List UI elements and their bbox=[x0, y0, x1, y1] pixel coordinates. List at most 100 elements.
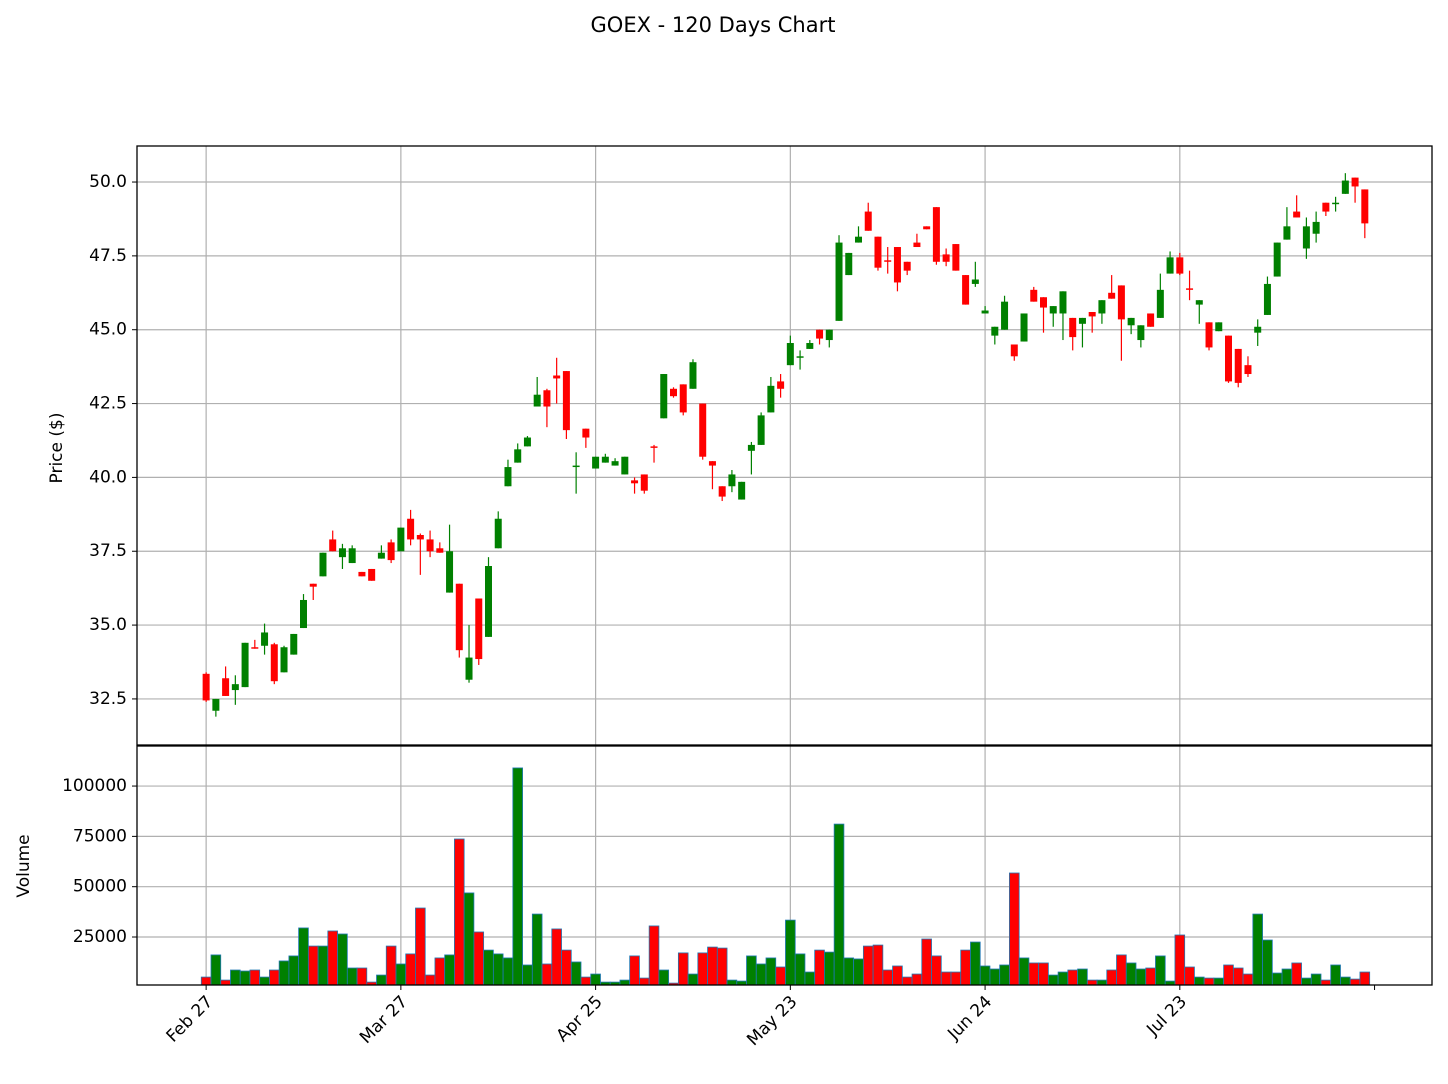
candle-body bbox=[1186, 288, 1194, 290]
candle-body bbox=[631, 480, 639, 484]
candle-body bbox=[757, 415, 765, 445]
volume-bar bbox=[697, 952, 708, 986]
candle-body bbox=[504, 467, 512, 487]
volume-bar bbox=[239, 970, 251, 986]
candle-body bbox=[1312, 221, 1320, 234]
candle-body bbox=[991, 326, 999, 336]
volume-bar bbox=[1340, 976, 1351, 986]
candle-body bbox=[1254, 326, 1262, 333]
volume-bar bbox=[999, 964, 1010, 986]
candle-body bbox=[1127, 317, 1135, 326]
candle-body bbox=[543, 390, 551, 407]
volume-bar bbox=[278, 960, 290, 986]
candle-body bbox=[679, 384, 687, 413]
volume-bar bbox=[230, 969, 241, 986]
volume-bar bbox=[979, 965, 991, 986]
volume-bar bbox=[1223, 964, 1234, 986]
volume-bar bbox=[1330, 964, 1341, 986]
candle-body bbox=[309, 583, 317, 587]
candle-body bbox=[689, 362, 697, 389]
volume-bar bbox=[492, 953, 504, 986]
volume-bar bbox=[1194, 976, 1205, 986]
candle-body bbox=[1293, 211, 1301, 218]
candle-body bbox=[767, 385, 775, 413]
candle-body bbox=[368, 568, 376, 581]
y-tick-label: 37.5 bbox=[89, 541, 127, 561]
volume-bar bbox=[1106, 969, 1117, 986]
price-frame bbox=[136, 145, 1433, 746]
volume-bar bbox=[775, 966, 786, 986]
volume-bar bbox=[1125, 962, 1137, 986]
volume-bar bbox=[1018, 957, 1030, 986]
candle-body bbox=[874, 236, 882, 268]
volume-bar bbox=[512, 767, 523, 986]
volume-bar bbox=[463, 892, 475, 986]
volume-bar bbox=[580, 976, 592, 986]
candle-body bbox=[1137, 325, 1145, 341]
candle-body bbox=[1059, 291, 1067, 314]
candle-body bbox=[738, 481, 746, 500]
candle-body bbox=[1117, 285, 1125, 320]
volume-bar bbox=[1359, 971, 1371, 986]
candle-body bbox=[387, 542, 395, 561]
volume-bar bbox=[765, 957, 777, 986]
x-tick-label: Apr 25 bbox=[553, 992, 607, 1046]
candle-body bbox=[1341, 180, 1349, 194]
candle-body bbox=[582, 428, 590, 438]
candle-body bbox=[1176, 257, 1184, 274]
candle-body bbox=[222, 678, 230, 696]
candle-body bbox=[601, 456, 609, 463]
volume-bar bbox=[658, 969, 670, 986]
candle-body bbox=[747, 444, 755, 451]
candle-body bbox=[358, 571, 366, 577]
volume-bar bbox=[1203, 977, 1215, 986]
candle-body bbox=[1147, 313, 1155, 327]
candle-body bbox=[1244, 365, 1252, 375]
volume-axis-label: Volume bbox=[14, 834, 34, 897]
candle-body bbox=[699, 403, 707, 457]
candle-body bbox=[1098, 300, 1106, 314]
candle-body bbox=[1049, 306, 1057, 314]
volume-bar bbox=[1184, 966, 1195, 986]
volume-bar bbox=[1349, 978, 1361, 986]
candle-body bbox=[1078, 317, 1086, 324]
candle-body bbox=[397, 527, 405, 552]
volume-bar bbox=[794, 953, 806, 986]
volume-bar bbox=[1155, 955, 1166, 986]
candle-body bbox=[786, 343, 794, 366]
volume-bar bbox=[269, 969, 280, 986]
candle-body bbox=[621, 456, 629, 475]
candle-body bbox=[1215, 322, 1223, 332]
candle-body bbox=[718, 486, 726, 497]
candle-body bbox=[280, 647, 288, 673]
candle-body bbox=[329, 539, 337, 552]
candle-body bbox=[1225, 335, 1232, 382]
candle-body bbox=[1263, 283, 1271, 315]
volume-bar bbox=[346, 967, 358, 986]
candle-body bbox=[407, 518, 415, 540]
candle-body bbox=[572, 465, 580, 468]
candle-body bbox=[1322, 202, 1330, 212]
volume-bar bbox=[210, 954, 222, 986]
candle-body bbox=[1010, 344, 1018, 357]
candle-body bbox=[475, 598, 483, 660]
volume-bar bbox=[1281, 968, 1293, 986]
volume-bar bbox=[541, 963, 553, 986]
volume-bar bbox=[1320, 979, 1332, 986]
candle-body bbox=[514, 449, 522, 463]
candle-body bbox=[494, 518, 502, 549]
candle-body bbox=[1040, 297, 1047, 308]
volume-tick-label: 75000 bbox=[73, 826, 127, 846]
volume-bar bbox=[317, 945, 329, 986]
candle-body bbox=[377, 552, 385, 559]
candle-body bbox=[533, 394, 541, 407]
candle-body bbox=[562, 371, 570, 431]
candle-body bbox=[884, 260, 892, 262]
volume-bar bbox=[1242, 973, 1254, 986]
candle-body bbox=[261, 632, 269, 646]
candle-body bbox=[300, 599, 307, 629]
volume-bar bbox=[1067, 969, 1078, 986]
candle-body bbox=[913, 242, 921, 248]
volume-bar bbox=[872, 944, 884, 986]
